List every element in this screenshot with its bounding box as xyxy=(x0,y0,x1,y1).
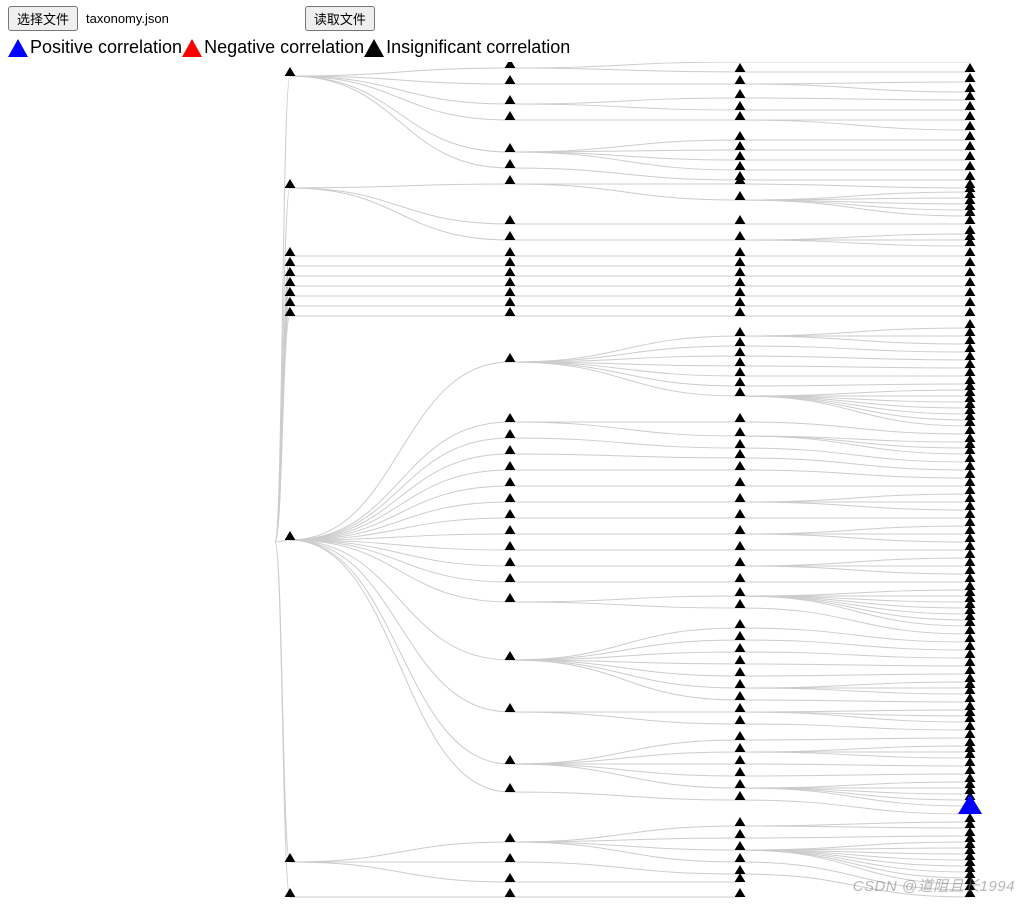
filename-label: taxonomy.json xyxy=(86,11,169,26)
legend-item-negative: Negative correlation xyxy=(182,37,364,58)
tree-diagram: CSDN @道阻且长1994 xyxy=(0,62,1027,902)
triangle-icon xyxy=(8,39,28,57)
choose-file-button[interactable]: 选择文件 xyxy=(8,6,78,31)
read-file-button[interactable]: 读取文件 xyxy=(305,6,375,31)
tree-svg xyxy=(0,62,1027,902)
toolbar: 选择文件 taxonomy.json 读取文件 xyxy=(0,0,1027,37)
legend-label: Insignificant correlation xyxy=(386,37,570,58)
triangle-icon xyxy=(182,39,202,57)
legend-item-insignificant: Insignificant correlation xyxy=(364,37,570,58)
legend: Positive correlation Negative correlatio… xyxy=(0,37,1027,62)
triangle-icon xyxy=(364,39,384,57)
legend-label: Positive correlation xyxy=(30,37,182,58)
legend-item-positive: Positive correlation xyxy=(8,37,182,58)
legend-label: Negative correlation xyxy=(204,37,364,58)
